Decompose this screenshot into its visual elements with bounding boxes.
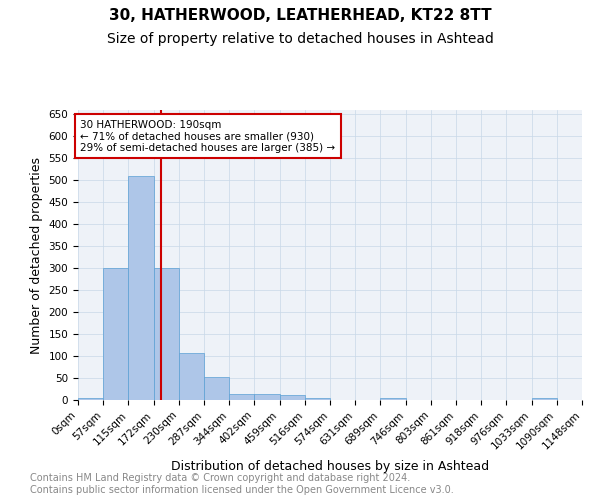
Bar <box>280 395 305 400</box>
Text: 30 HATHERWOOD: 190sqm
← 71% of detached houses are smaller (930)
29% of semi-det: 30 HATHERWOOD: 190sqm ← 71% of detached … <box>80 120 335 153</box>
X-axis label: Distribution of detached houses by size in Ashtead: Distribution of detached houses by size … <box>171 460 489 472</box>
Bar <box>103 268 128 400</box>
Bar <box>254 394 280 400</box>
Bar <box>128 176 154 400</box>
Bar <box>154 268 179 400</box>
Y-axis label: Number of detached properties: Number of detached properties <box>30 156 43 354</box>
Bar <box>532 398 557 400</box>
Bar <box>78 398 103 400</box>
Text: Size of property relative to detached houses in Ashtead: Size of property relative to detached ho… <box>107 32 493 46</box>
Text: 30, HATHERWOOD, LEATHERHEAD, KT22 8TT: 30, HATHERWOOD, LEATHERHEAD, KT22 8TT <box>109 8 491 22</box>
Text: Contains HM Land Registry data © Crown copyright and database right 2024.
Contai: Contains HM Land Registry data © Crown c… <box>30 474 454 495</box>
Bar <box>229 394 254 400</box>
Bar <box>380 398 406 400</box>
Bar <box>179 353 204 400</box>
Bar <box>204 377 229 400</box>
Bar <box>582 398 600 400</box>
Bar <box>305 398 330 400</box>
